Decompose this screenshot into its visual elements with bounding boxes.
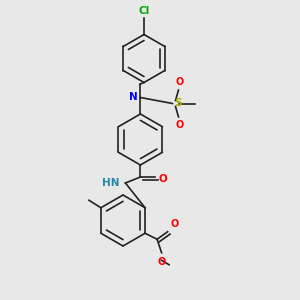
Text: HN: HN <box>102 178 119 188</box>
Text: S: S <box>174 98 182 109</box>
Text: Cl: Cl <box>138 7 150 16</box>
Text: O: O <box>158 173 167 184</box>
Text: O: O <box>171 219 179 229</box>
Text: O: O <box>176 120 184 130</box>
Text: N: N <box>129 92 137 103</box>
Text: O: O <box>176 77 184 87</box>
Text: O: O <box>158 257 166 267</box>
